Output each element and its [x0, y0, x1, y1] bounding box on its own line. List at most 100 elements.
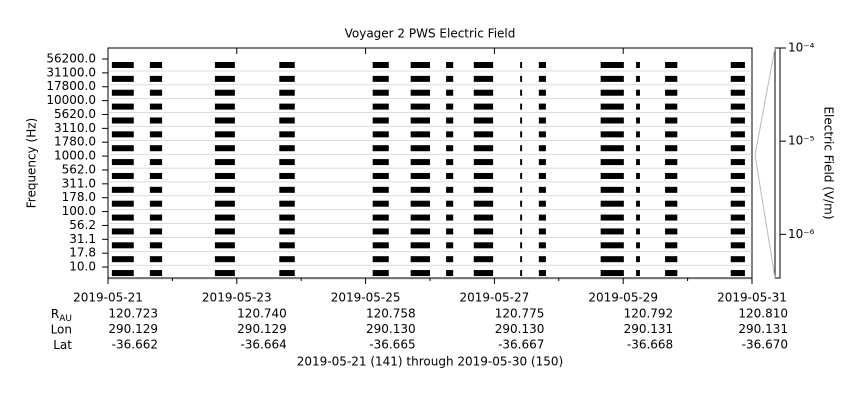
coverage-bar: [600, 214, 624, 221]
coverage-bar: [473, 228, 494, 235]
coverage-bar: [149, 270, 163, 277]
coverage-bar: [279, 159, 295, 166]
coverage-bar: [149, 145, 163, 152]
y-tick-label: 3110.0: [54, 121, 96, 135]
ephemeris-value: -36.665: [369, 338, 415, 352]
y-tick-label: 31.1: [69, 232, 96, 246]
coverage-bar: [538, 117, 546, 124]
coverage-bar: [636, 172, 640, 179]
coverage-bar: [538, 242, 546, 249]
y-tick-label: 311.0: [62, 176, 96, 190]
coverage-bar: [372, 145, 389, 152]
coverage-bar: [636, 200, 640, 207]
ephemeris-label: Lon: [51, 322, 72, 336]
coverage-bar: [214, 256, 235, 263]
coverage-bar: [149, 117, 163, 124]
coverage-bar: [111, 242, 134, 249]
coverage-bar: [410, 214, 430, 221]
ephemeris-value: 120.810: [738, 307, 788, 321]
coverage-bar: [111, 62, 134, 68]
y-tick-label: 10000.0: [46, 93, 96, 107]
coverage-bar: [372, 117, 389, 124]
coverage-bar: [214, 228, 235, 235]
coverage-bar: [111, 103, 134, 110]
coverage-bar: [372, 228, 389, 235]
ephemeris-label: RAU: [51, 307, 72, 324]
coverage-bar: [279, 214, 295, 221]
ephemeris-value: 290.129: [108, 322, 158, 336]
ephemeris-label-sub: AU: [59, 314, 72, 324]
coverage-bar: [600, 89, 624, 96]
coverage-bar: [446, 117, 454, 124]
coverage-bar: [149, 89, 163, 96]
coverage-bar: [600, 242, 624, 249]
chart-title: Voyager 2 PWS Electric Field: [345, 27, 516, 41]
coverage-bar: [665, 214, 678, 221]
coverage-bar: [149, 228, 163, 235]
coverage-bar: [214, 131, 235, 138]
coverage-bar: [600, 62, 624, 68]
coverage-bar: [410, 145, 430, 152]
coverage-bar: [538, 172, 546, 179]
coverage-bar: [665, 103, 678, 110]
ephemeris-value: -36.662: [112, 338, 158, 352]
coverage-bar: [473, 200, 494, 207]
coverage-bar: [520, 256, 523, 263]
y-tick-label: 17.8: [69, 246, 96, 260]
coverage-bar: [730, 62, 745, 68]
coverage-bar: [665, 117, 678, 124]
coverage-bar: [538, 145, 546, 152]
coverage-bar: [473, 75, 494, 82]
coverage-bar: [149, 186, 163, 193]
coverage-bar: [111, 256, 134, 263]
coverage-bar: [520, 186, 523, 193]
coverage-bar: [372, 89, 389, 96]
coverage-bar: [538, 159, 546, 166]
coverage-bar: [372, 214, 389, 221]
x-tick-label: 2019-05-27: [460, 291, 530, 305]
colorbar-connector: [754, 154, 776, 279]
coverage-bar: [636, 228, 640, 235]
coverage-bar: [538, 270, 546, 277]
coverage-bar: [410, 89, 430, 96]
ephemeris-value: 290.129: [237, 322, 287, 336]
coverage-bar: [665, 75, 678, 82]
coverage-bar: [111, 200, 134, 207]
coverage-bar: [520, 145, 523, 152]
x-tick-label: 2019-05-31: [717, 291, 787, 305]
coverage-bar: [665, 131, 678, 138]
ephemeris-value: -36.668: [627, 338, 673, 352]
coverage-bar: [520, 214, 523, 221]
coverage-bar: [446, 75, 454, 82]
coverage-bar: [730, 256, 745, 263]
x-tick-label: 2019-05-29: [588, 291, 658, 305]
coverage-bar: [111, 228, 134, 235]
coverage-bar: [600, 103, 624, 110]
coverage-bar: [111, 75, 134, 82]
coverage-bar: [149, 200, 163, 207]
ephemeris-value: 290.130: [366, 322, 416, 336]
coverage-bar: [665, 145, 678, 152]
y-tick-label: 178.0: [62, 190, 96, 204]
coverage-bar: [372, 256, 389, 263]
ephemeris-value: 120.740: [237, 307, 287, 321]
coverage-bar: [473, 117, 494, 124]
y-tick-label: 10.0: [69, 260, 96, 274]
ephemeris-label-text: Lon: [51, 322, 72, 336]
coverage-bar: [636, 186, 640, 193]
coverage-bar: [730, 103, 745, 110]
colorbar: [774, 47, 781, 279]
coverage-bar: [665, 186, 678, 193]
coverage-bar: [473, 62, 494, 68]
coverage-bar: [730, 172, 745, 179]
colorbar-connector: [754, 47, 776, 156]
coverage-bar: [730, 214, 745, 221]
coverage-bar: [111, 214, 134, 221]
coverage-bar: [636, 214, 640, 221]
coverage-bar: [446, 228, 454, 235]
coverage-bar: [111, 186, 134, 193]
ephemeris-value: 120.723: [108, 307, 158, 321]
coverage-bar: [214, 145, 235, 152]
coverage-bar: [473, 131, 494, 138]
coverage-bar: [446, 62, 454, 68]
